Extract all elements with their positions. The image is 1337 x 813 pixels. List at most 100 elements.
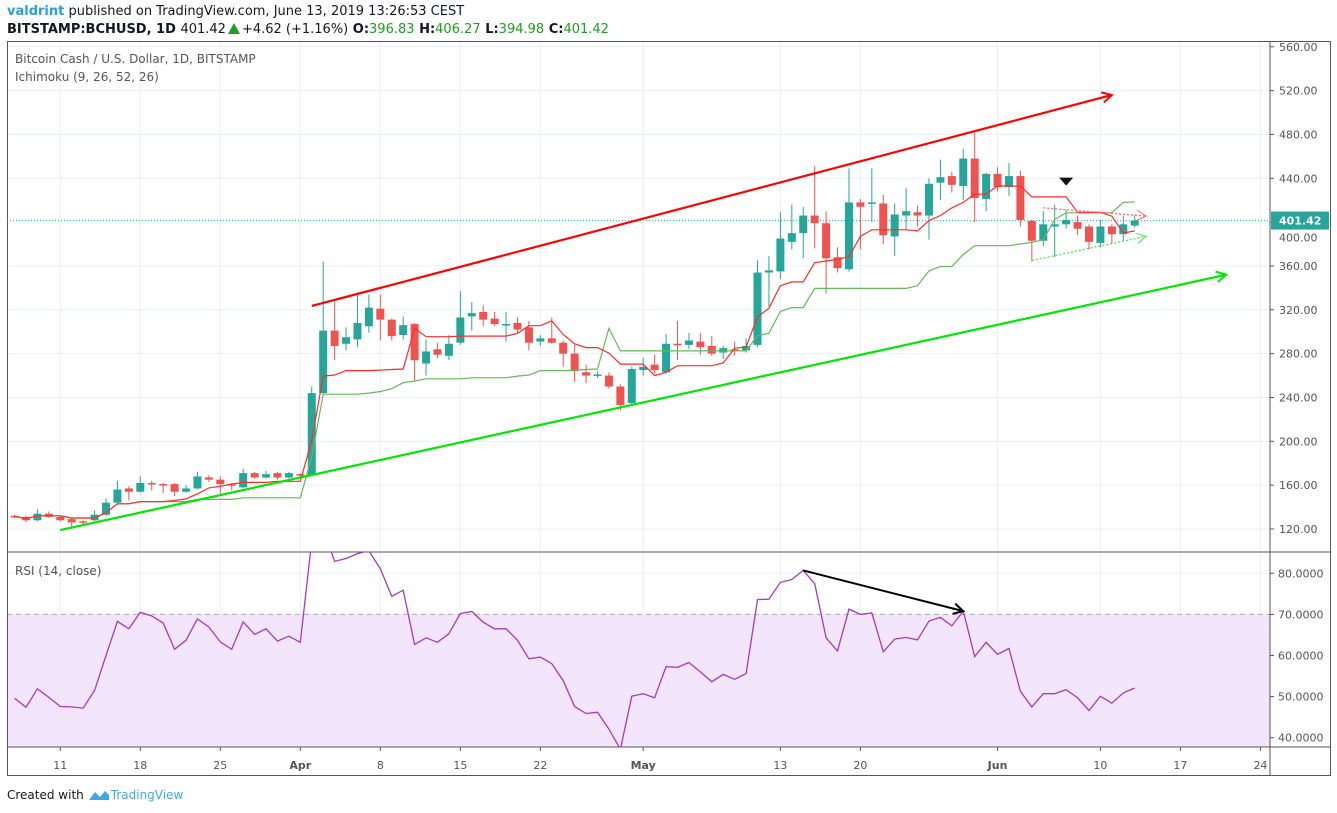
candle [764, 256, 773, 307]
candle [1096, 219, 1105, 248]
candle-body [170, 484, 179, 492]
down-arrow-marker-icon [1059, 177, 1074, 186]
candle-body [867, 202, 876, 204]
candle-body [662, 343, 671, 373]
candle [490, 311, 499, 327]
candle-body [56, 516, 65, 521]
time-tick-label: 22 [533, 759, 547, 772]
price-tick-label: 360.00 [1279, 260, 1318, 273]
candle-body [879, 203, 888, 236]
candle-body [513, 322, 522, 330]
rsi-tick-label: 50.0000 [1278, 691, 1324, 704]
candle-body [890, 214, 899, 237]
rsi-tick-label: 60.0000 [1278, 650, 1324, 663]
candle [479, 305, 488, 327]
candle [1050, 204, 1059, 258]
candle-body [947, 176, 956, 185]
candle [1004, 162, 1013, 196]
candle [993, 167, 1002, 192]
candle [433, 342, 442, 359]
candle [502, 311, 511, 342]
candle [124, 486, 133, 501]
candle-body [536, 338, 545, 342]
candle-body [593, 374, 602, 376]
open-label: O: [352, 22, 370, 37]
candle [67, 518, 76, 527]
candle [719, 345, 728, 360]
candle [1119, 215, 1128, 241]
candle [79, 520, 88, 525]
price-tick-label: 520.00 [1279, 85, 1318, 98]
candle [673, 320, 682, 361]
price-change: +4.62 (+1.16%) [241, 22, 349, 37]
candle-body [490, 318, 499, 325]
divergence-arrow [802, 569, 964, 613]
price-tick-label: 480.00 [1279, 128, 1318, 141]
candle-body [410, 324, 419, 361]
candle-body [342, 337, 351, 344]
tradingview-brand[interactable]: TradingView [110, 788, 184, 802]
candle [902, 188, 911, 230]
candle [44, 511, 53, 519]
candle-body [364, 307, 373, 327]
candle-body [913, 212, 922, 216]
rsi-label[interactable]: RSI (14, close) [15, 564, 102, 578]
resistance-trendline [311, 93, 1113, 308]
candle [136, 476, 145, 493]
candle-body [479, 311, 488, 320]
candle [879, 194, 888, 245]
candle-body [856, 202, 865, 207]
candle-body [124, 488, 133, 492]
candle-body [273, 473, 282, 478]
candle [376, 294, 385, 341]
candle-body [764, 270, 773, 273]
candle-body [639, 366, 648, 371]
candle [1084, 224, 1093, 250]
candle [90, 510, 99, 522]
created-with: Created with [7, 788, 84, 802]
candle-body [239, 473, 248, 488]
candle-body [136, 482, 145, 492]
candle-body [353, 322, 362, 340]
close-label: C: [548, 22, 564, 37]
candle [204, 475, 213, 482]
candle [330, 302, 339, 361]
lower-dotted-arrowhead-icon [1135, 232, 1148, 244]
candle-body [707, 345, 716, 354]
candle-body [822, 223, 831, 259]
candle [387, 318, 396, 341]
candle-body [604, 375, 613, 387]
up-triangle-icon [227, 23, 240, 34]
candle [307, 386, 316, 477]
candle-body [227, 484, 236, 486]
symbol-info: BITSTAMP:BCHUSD, 1D 401.42 +4.62 (+1.16%)… [7, 22, 609, 37]
price-tick-label: 240.00 [1279, 391, 1318, 404]
upper-dotted-line [1043, 207, 1147, 217]
candle [856, 199, 865, 250]
candle-body [387, 319, 396, 337]
candle-body [810, 215, 819, 224]
candle [936, 159, 945, 201]
candle-body [456, 317, 465, 343]
candle-body [307, 393, 316, 476]
high-label: H: [419, 22, 436, 37]
symbol: BITSTAMP:BCHUSD, 1D [7, 22, 176, 37]
candle [513, 317, 522, 333]
candle-body [993, 173, 1002, 188]
candle [559, 340, 568, 367]
candle-body [673, 343, 682, 346]
candle-body [502, 324, 511, 326]
candle-body [787, 233, 796, 242]
indicator-label[interactable]: Ichimoku (9, 26, 52, 26) [15, 70, 159, 84]
candle [273, 472, 282, 480]
time-tick-label: 17 [1173, 759, 1187, 772]
candle [353, 292, 362, 348]
time-tick-label: 20 [853, 759, 867, 772]
candle [639, 358, 648, 376]
publish-text: published on TradingView.com, June 13, 2… [68, 4, 465, 19]
author-link[interactable]: valdrint [7, 4, 65, 19]
candle-body [753, 272, 762, 345]
candle-body [627, 368, 636, 403]
price-tick-label: 280.00 [1279, 348, 1318, 361]
